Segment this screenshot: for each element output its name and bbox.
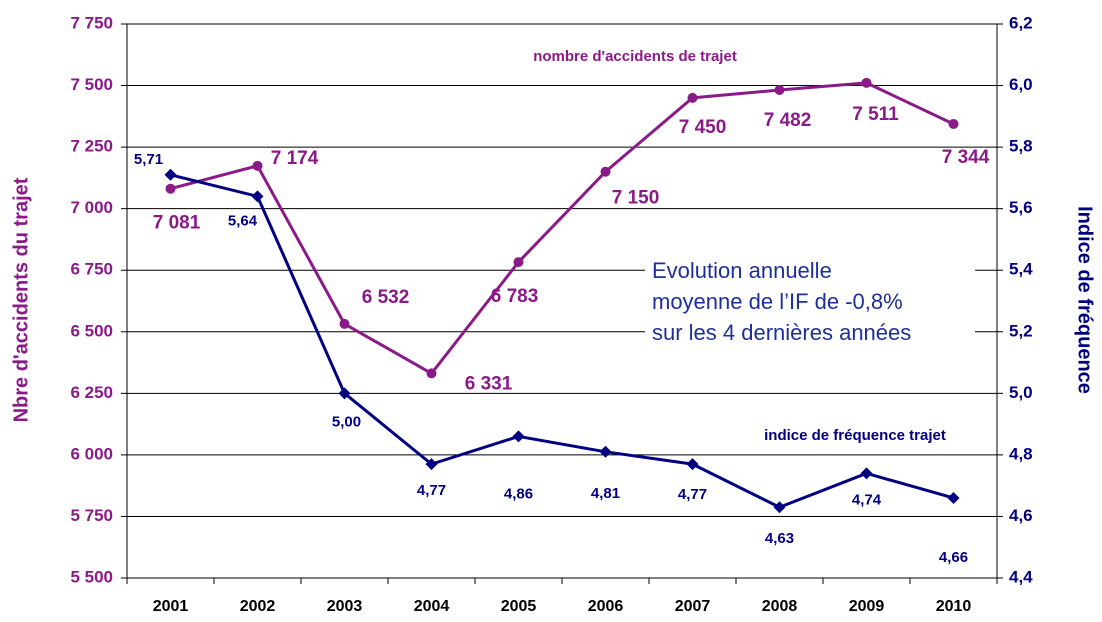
x-tick-label: 2001 [153,598,189,615]
point-marker [251,190,264,203]
data-label: 5,71 [134,151,163,168]
data-label: 4,74 [852,491,882,508]
y2-tick-label: 6,2 [1009,13,1033,32]
point-marker [425,458,438,471]
y-tick-label: 7 000 [70,198,113,217]
point-marker [252,160,263,171]
point-marker [947,491,960,504]
data-label: 6 783 [491,286,539,307]
point-marker [512,430,525,443]
point-marker [686,458,699,471]
data-label: 5,00 [332,413,361,430]
y2-tick-label: 5,0 [1009,383,1033,402]
annotation-box [645,252,975,352]
data-label: 6 532 [362,287,410,308]
point-marker [339,318,350,329]
point-marker [861,77,872,88]
data-label: 6 331 [465,373,513,394]
point-marker [599,445,612,458]
point-marker [774,84,785,95]
y-tick-label: 5 750 [70,506,113,525]
data-label: 7 482 [764,110,812,131]
data-label: 4,86 [504,485,533,502]
x-tick-label: 2003 [327,598,363,615]
y-tick-label: 6 750 [70,260,113,279]
x-tick-label: 2009 [849,598,885,615]
point-marker [338,387,351,400]
y-tick-label: 6 500 [70,321,113,340]
y2-tick-label: 5,2 [1009,321,1033,340]
point-marker [165,183,176,194]
point-marker [687,92,698,103]
y2-tick-label: 5,8 [1009,137,1033,156]
y2-tick-label: 4,8 [1009,444,1033,463]
data-label: 4,81 [591,485,620,502]
x-tick-label: 2002 [240,598,276,615]
x-tick-label: 2005 [501,598,537,615]
y-tick-label: 6 000 [70,444,113,463]
y-tick-label: 7 500 [70,75,113,94]
y2-tick-label: 4,6 [1009,506,1033,525]
point-marker [860,467,873,480]
point-marker [773,501,786,514]
y-tick-label: 7 250 [70,137,113,156]
y-axis-label: Nbre d'accidents du trajet [10,177,32,422]
x-tick-label: 2010 [936,598,972,615]
point-marker [600,166,611,177]
data-label: 7 081 [153,213,201,234]
point-marker [164,168,177,181]
data-label: 4,77 [417,482,446,499]
point-marker [513,257,524,268]
y2-tick-label: 5,6 [1009,198,1033,217]
series-line [170,81,955,376]
y2-tick-label: 5,4 [1009,260,1033,279]
x-tick-label: 2008 [762,598,798,615]
data-label: 4,63 [765,530,794,547]
data-label: 5,64 [228,212,258,229]
data-label: 7 344 [942,147,990,168]
y2-axis-label: Indice de fréquence [1074,206,1096,394]
data-label: 7 150 [612,188,660,209]
x-tick-label: 2004 [414,598,450,615]
y-tick-label: 5 500 [70,567,113,586]
data-label: 7 174 [271,148,319,169]
point-marker [948,118,959,129]
y-tick-label: 6 250 [70,383,113,402]
data-label: 7 450 [679,117,727,138]
series-name: indice de fréquence trajet [764,427,946,444]
annotation: sur les 4 dernières années [652,320,911,345]
y2-tick-label: 4,4 [1009,567,1033,586]
x-tick-label: 2006 [588,598,624,615]
y2-tick-label: 6,0 [1009,75,1033,94]
data-label: 4,66 [939,549,968,566]
series-line [170,173,954,509]
series-name: nombre d'accidents de trajet [533,48,737,65]
annotation: Evolution annuelle [652,258,832,283]
point-marker [426,368,437,379]
annotation: moyenne de l’IF de -0,8% [652,289,903,314]
data-label: 7 511 [852,104,899,125]
y-tick-label: 7 750 [70,13,113,32]
x-tick-label: 2007 [675,598,711,615]
data-label: 4,77 [678,486,707,503]
